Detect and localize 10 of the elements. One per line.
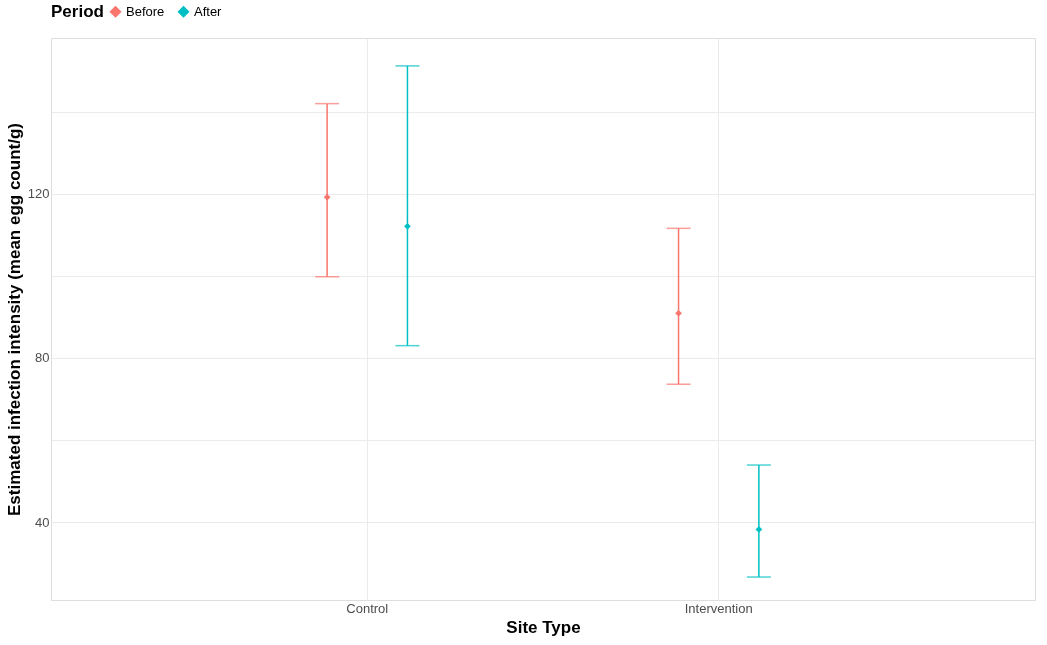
x-tick-label: Control bbox=[346, 600, 389, 616]
x-axis-title: Site Type bbox=[506, 617, 581, 637]
x-tick-label: Intervention bbox=[684, 600, 753, 616]
y-tick-label: 40 bbox=[35, 514, 50, 530]
legend-label: After bbox=[194, 3, 223, 19]
legend-title: Period bbox=[51, 2, 104, 21]
y-tick-label: 120 bbox=[27, 186, 50, 202]
legend-label: Before bbox=[126, 3, 165, 19]
y-tick-label: 80 bbox=[35, 350, 50, 366]
y-axis-title: Estimated infection intensity (mean egg count/g) bbox=[4, 123, 24, 516]
